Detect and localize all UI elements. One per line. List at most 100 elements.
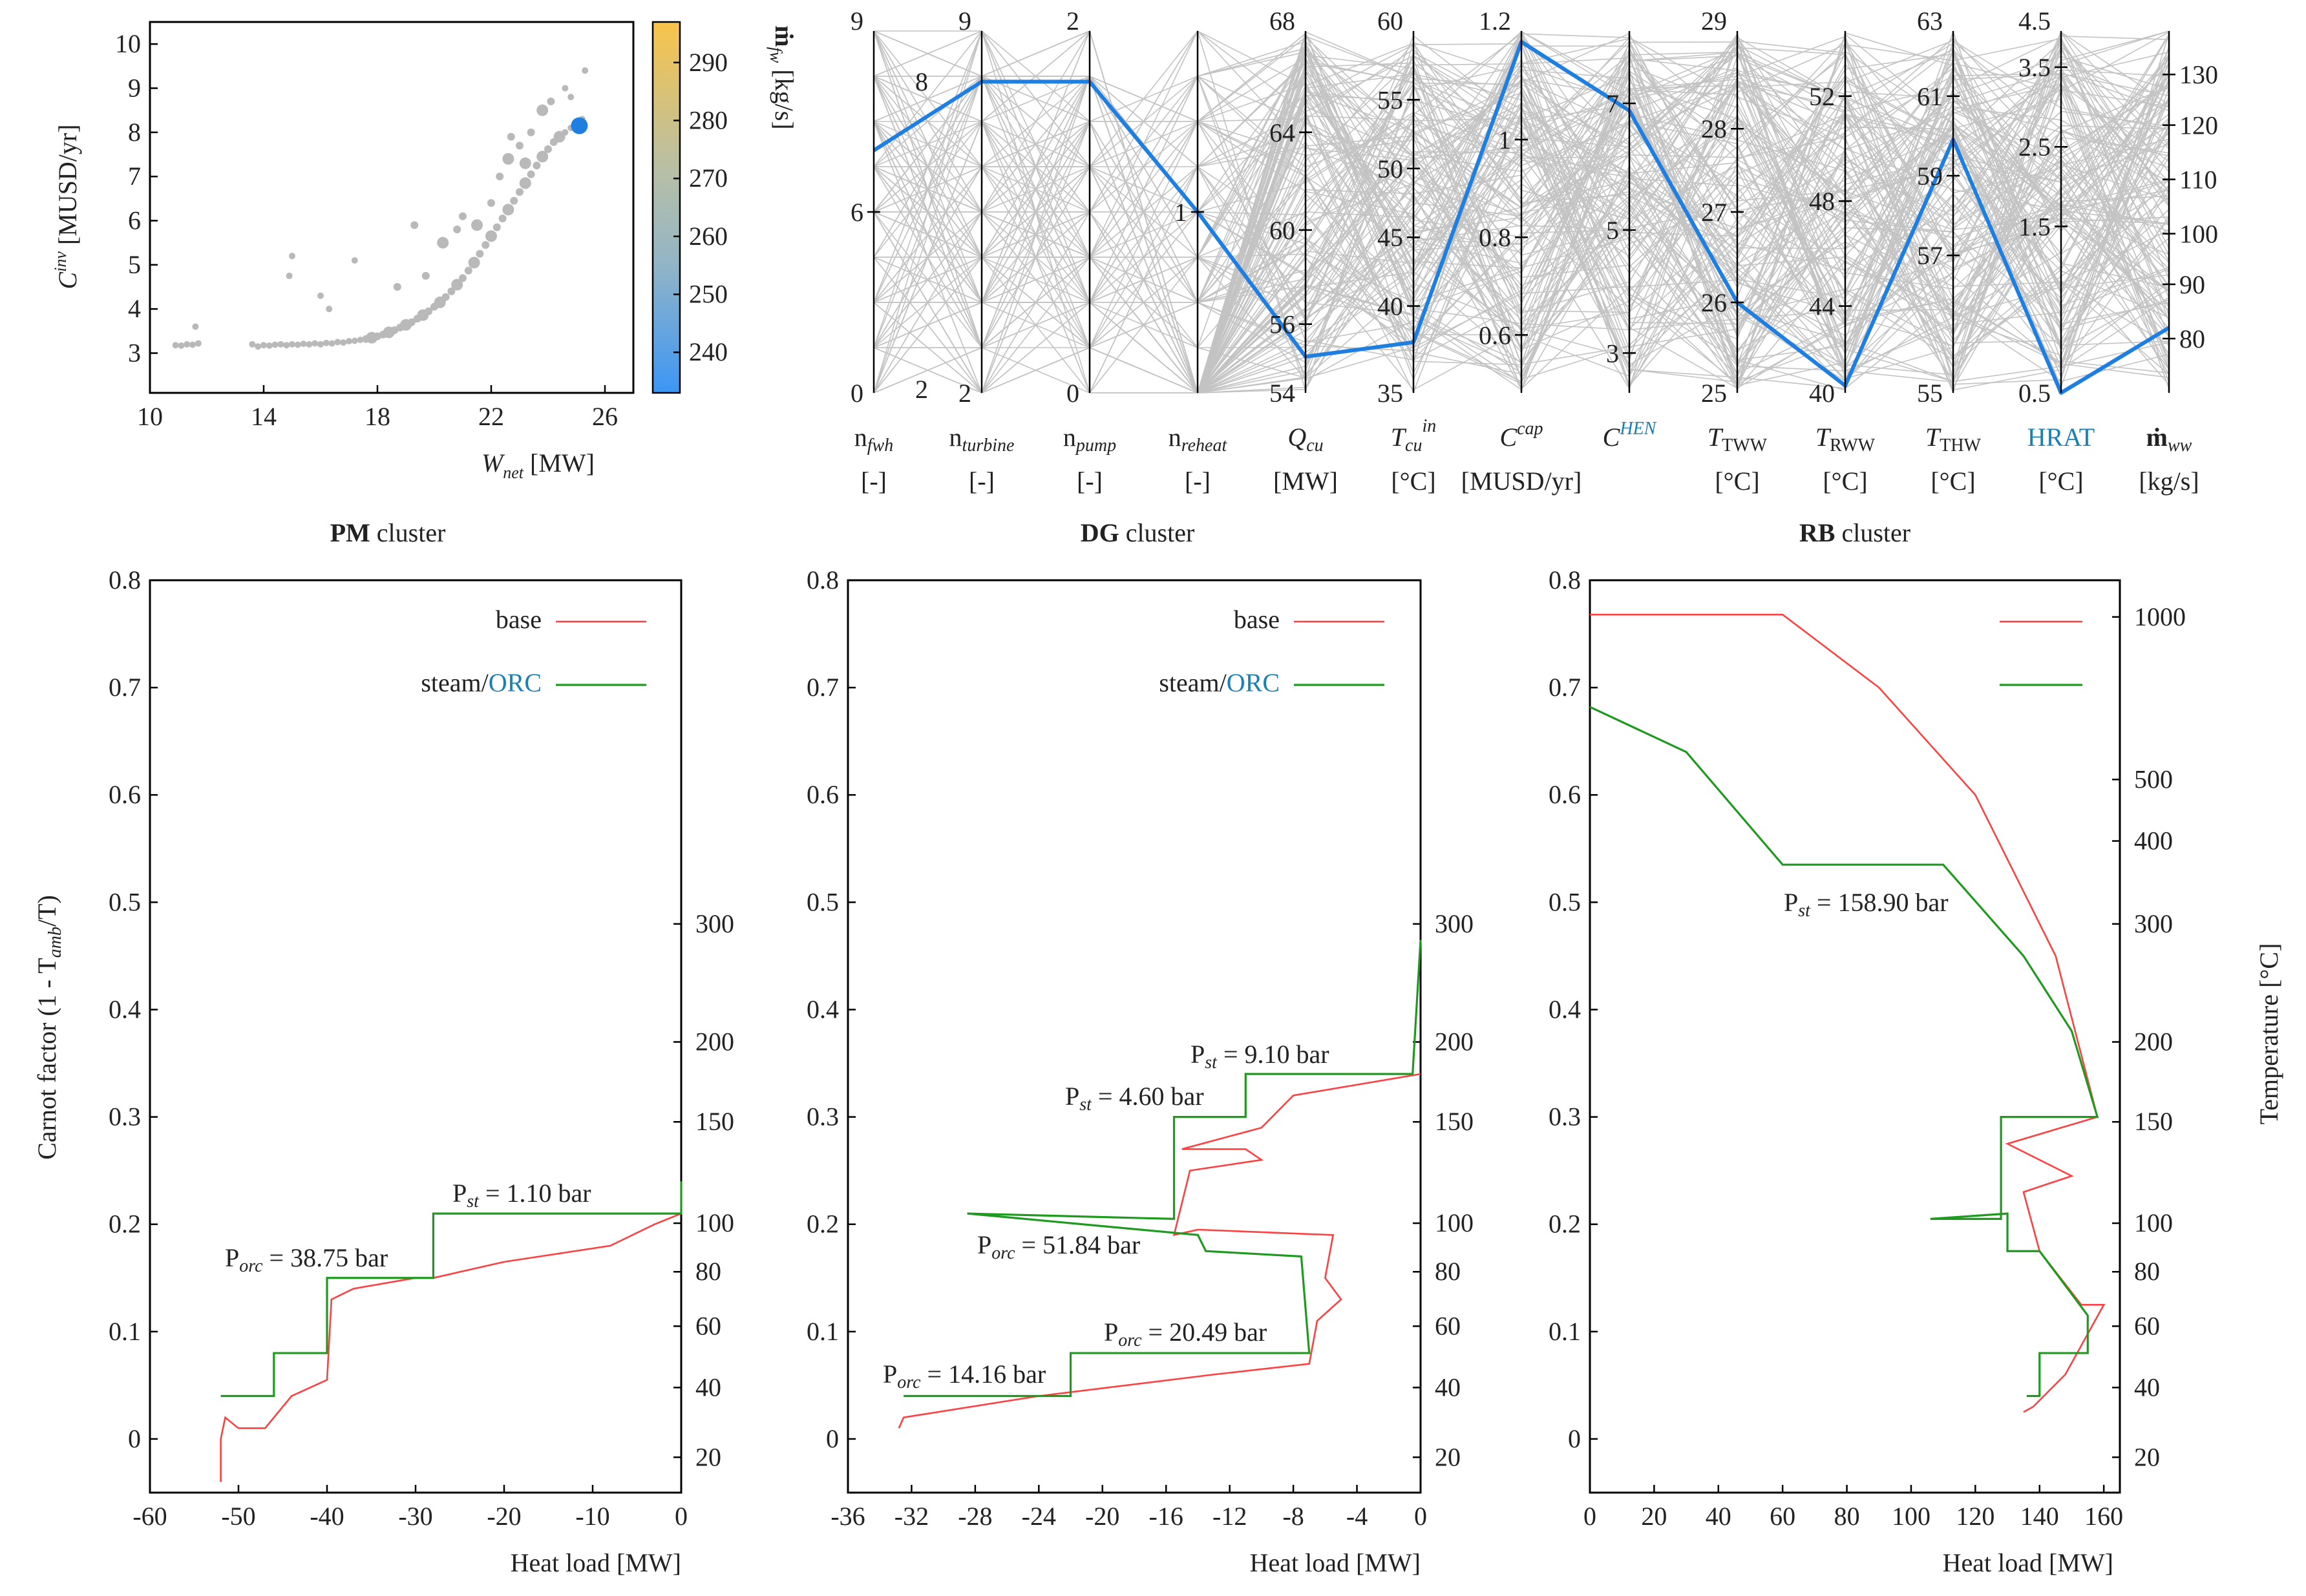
scatter-point (340, 339, 347, 346)
dg-annot-pst-460: Pst = 4.60 bar (1065, 1082, 1204, 1115)
scatter-ytick-label: 6 (128, 206, 141, 235)
colorbar-tick-label: 260 (689, 222, 728, 251)
scatter-point (351, 257, 358, 264)
temp-tick-label: 150 (1435, 1107, 1474, 1136)
rb-xlabel: Heat load [MW] (1943, 1548, 2113, 1577)
ytick-label: 0.3 (109, 1102, 141, 1131)
pc-axis-tick-label: 1 (1174, 198, 1187, 227)
xtick-label: -30 (398, 1502, 432, 1531)
xtick-label: 0 (1583, 1502, 1596, 1531)
xtick-label: -36 (830, 1502, 865, 1531)
temp-tick-label: 150 (2134, 1107, 2173, 1136)
scatter-point (476, 249, 484, 258)
pc-axis-tick-label: 0.8 (1479, 223, 1511, 252)
pm-ylabel: Carnot factor (1 - Tamb/T) (32, 895, 65, 1160)
pm-steam-orc-line (220, 1181, 682, 1398)
scatter-ytick-label: 3 (128, 339, 141, 368)
pc-axis-tick-label: 45 (1377, 223, 1403, 252)
temp-tick-label: 20 (2134, 1442, 2160, 1471)
xtick-label: -28 (958, 1502, 992, 1531)
dg-legend: base steam/ORC (1159, 605, 1384, 697)
scatter-point (547, 98, 555, 105)
scatter-point (481, 241, 490, 249)
dg-annot-porc-1416: Porc = 14.16 bar (883, 1360, 1046, 1392)
pc-axes: 90682nfwh[-]92nturbine[-]20npump[-]1nreh… (851, 6, 2218, 496)
temp-tick-label: 300 (2134, 909, 2173, 938)
scatter-point (459, 212, 467, 220)
pc-axis-name: TTHW (1925, 423, 1982, 456)
pm-legend-base: base (496, 605, 542, 634)
scatter-point (289, 253, 295, 260)
scatter-point (294, 341, 301, 348)
temp-tick-label: 40 (1435, 1372, 1461, 1402)
pc-axis-unit: [MW] (1273, 467, 1338, 496)
pc-axis-name: Ccap (1499, 419, 1543, 452)
rb-panel: 0 20 40 60 80 100 120 140 160 0 0.1 0.2 0.3 0.4 0.5 0.6… (1549, 565, 2283, 1577)
scatter-ytick-label: 4 (128, 294, 141, 323)
scatter-xtick-label: 18 (365, 402, 390, 431)
scatter-point (289, 341, 295, 348)
scatter-point (544, 145, 552, 153)
scatter-point (312, 340, 319, 347)
ytick-label: 0.5 (109, 887, 141, 916)
ytick-label: 0.7 (1549, 673, 1581, 702)
pc-axis-tick-label: 5 (1606, 216, 1619, 245)
scatter-points (172, 67, 589, 350)
scatter-point (407, 318, 416, 326)
pc-axis-unit: [°C] (2038, 467, 2083, 496)
scatter-point (326, 306, 333, 313)
scatter-ytick-label: 7 (128, 162, 141, 191)
ytick-label: 0.4 (807, 994, 839, 1024)
dg-legend-base: base (1234, 605, 1280, 634)
ytick-label: 0.2 (109, 1210, 141, 1239)
scatter-frame (149, 21, 635, 394)
pc-axis-tick-label: 64 (1269, 118, 1295, 147)
pc-axis-unit: [-] (1077, 467, 1103, 496)
scatter-point (492, 223, 501, 231)
colorbar-tick-label: 270 (689, 163, 728, 193)
xtick-label: 120 (1956, 1502, 1994, 1531)
scatter-point (277, 341, 284, 348)
pc-axis-tick-label: 61 (1917, 82, 1943, 111)
xtick-label: 20 (1641, 1502, 1667, 1531)
ytick-label: 0.5 (1549, 887, 1581, 916)
dg-base-line (898, 1073, 1421, 1429)
pc-axis-unit: [°C] (1930, 467, 1975, 496)
xtick-label: -10 (575, 1502, 609, 1531)
xtick-label: -50 (221, 1502, 255, 1531)
temp-tick-label: 80 (1435, 1257, 1461, 1286)
scatter-point (510, 196, 518, 205)
scatter-point (502, 152, 514, 165)
pc-axis-name: TTWW (1708, 423, 1768, 456)
pc-axis-bottom-label: 55 (1917, 379, 1943, 408)
pc-axis-tick-label: 60 (1269, 216, 1295, 245)
ytick-label: 0.6 (1549, 780, 1581, 809)
dg-steam-orc-line (904, 940, 1422, 1398)
pc-axis-bottom-label: 2 (958, 379, 971, 408)
scatter-point (249, 341, 256, 348)
pm-frame (149, 579, 682, 1494)
colorbar-tick-label: 280 (689, 105, 728, 134)
temp-tick-label: 200 (695, 1027, 734, 1056)
colorbar-tick-label: 240 (689, 337, 728, 366)
parallel-coordinates-panel: 90682nfwh[-]92nturbine[-]20npump[-]1nreh… (851, 6, 2218, 496)
scatter-point (286, 272, 293, 279)
scatter-point (459, 274, 467, 282)
pc-axis-tick-label: 50 (1377, 154, 1403, 184)
pc-axis-tick-label: 1 (1498, 125, 1511, 154)
scatter-point (471, 219, 483, 231)
pc-axis-tick-label: 90 (2179, 270, 2205, 299)
dg-annot-pst-910: Pst = 9.10 bar (1190, 1040, 1329, 1073)
scatter-ylabel: Cinv [MUSD/yr] (51, 124, 82, 289)
temp-tick-label: 20 (1435, 1442, 1461, 1471)
pc-axis-bottom-label: 54 (1269, 379, 1295, 408)
scatter-xtick-label: 22 (478, 402, 504, 431)
pc-axis-unit: [MUSD/yr] (1461, 467, 1582, 496)
scatter-point (451, 278, 463, 291)
ytick-label: 0.1 (807, 1317, 839, 1346)
temp-tick-label: 100 (695, 1208, 734, 1237)
scatter-point (536, 151, 549, 163)
scatter-point (502, 204, 514, 216)
scatter-point (533, 162, 541, 170)
pc-axis-top-label: 63 (1917, 6, 1943, 36)
